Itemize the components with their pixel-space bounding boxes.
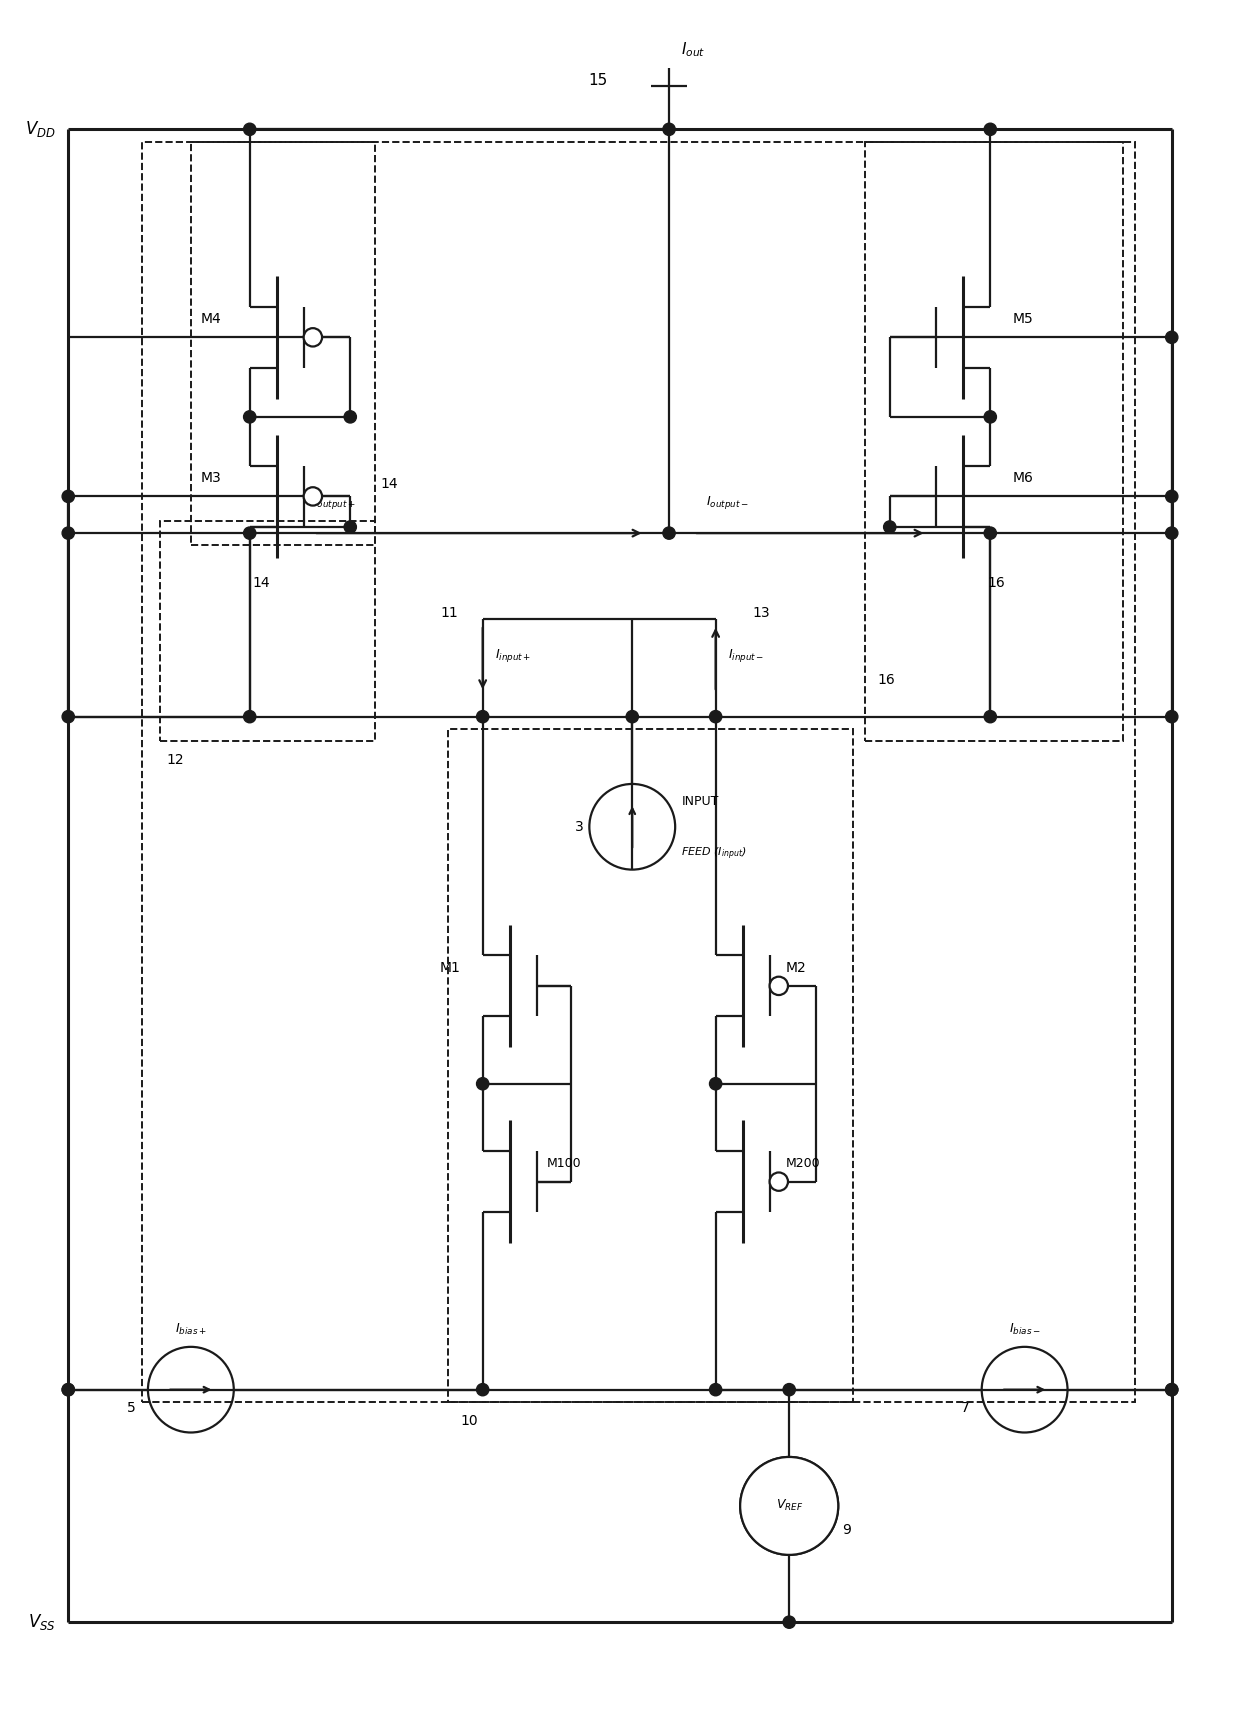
Text: $I_{input-}$: $I_{input-}$ <box>728 648 764 663</box>
Circle shape <box>709 1078 722 1090</box>
Text: $I_{bias+}$: $I_{bias+}$ <box>175 1321 207 1337</box>
Circle shape <box>1166 710 1178 724</box>
Circle shape <box>884 522 895 534</box>
Text: $I_{out}$: $I_{out}$ <box>681 40 706 59</box>
Circle shape <box>62 1383 74 1395</box>
Circle shape <box>985 411 997 423</box>
Circle shape <box>770 977 787 995</box>
Text: 15: 15 <box>589 73 608 88</box>
Circle shape <box>62 710 74 724</box>
Text: 16: 16 <box>988 575 1006 591</box>
Bar <box>449 729 853 1402</box>
Circle shape <box>243 411 255 423</box>
Text: $V_{SS}$: $V_{SS}$ <box>29 1613 56 1632</box>
Text: 7: 7 <box>961 1401 970 1414</box>
Text: M5: M5 <box>1012 313 1033 326</box>
Text: 16: 16 <box>878 674 895 687</box>
Circle shape <box>663 527 675 539</box>
Circle shape <box>345 411 356 423</box>
Bar <box>866 142 1122 741</box>
Circle shape <box>62 527 74 539</box>
Text: M1: M1 <box>440 960 460 974</box>
Circle shape <box>1166 1383 1178 1395</box>
Text: $V_{DD}$: $V_{DD}$ <box>25 119 56 140</box>
Circle shape <box>1166 1383 1178 1395</box>
Circle shape <box>62 490 74 503</box>
Text: 10: 10 <box>460 1414 479 1428</box>
Circle shape <box>1166 527 1178 539</box>
Circle shape <box>784 1616 795 1629</box>
Text: 13: 13 <box>753 606 770 620</box>
Circle shape <box>709 710 722 724</box>
Circle shape <box>304 328 322 347</box>
Text: 9: 9 <box>842 1523 851 1537</box>
Text: $V_{REF}$: $V_{REF}$ <box>775 1499 802 1513</box>
Text: 12: 12 <box>166 753 184 767</box>
Text: FEED ($I_{input}$): FEED ($I_{input}$) <box>681 845 746 862</box>
Circle shape <box>985 710 997 724</box>
Text: 11: 11 <box>440 606 458 620</box>
Text: $I_{output+}$: $I_{output+}$ <box>314 494 356 511</box>
Circle shape <box>304 487 322 506</box>
Circle shape <box>784 1383 795 1395</box>
Circle shape <box>345 522 356 534</box>
Circle shape <box>243 527 255 539</box>
Circle shape <box>985 123 997 135</box>
Circle shape <box>1166 332 1178 344</box>
Circle shape <box>1166 490 1178 503</box>
Circle shape <box>243 710 255 724</box>
Circle shape <box>476 1078 489 1090</box>
Text: M4: M4 <box>201 313 222 326</box>
Text: $V_{REF}$: $V_{REF}$ <box>775 1499 802 1513</box>
Circle shape <box>709 1383 722 1395</box>
Circle shape <box>62 1383 74 1395</box>
Text: M6: M6 <box>1012 471 1033 485</box>
Bar <box>160 522 374 741</box>
Text: M200: M200 <box>785 1157 820 1169</box>
Text: M100: M100 <box>547 1157 582 1169</box>
Circle shape <box>476 710 489 724</box>
Text: $I_{input+}$: $I_{input+}$ <box>495 648 531 663</box>
Circle shape <box>770 1173 787 1192</box>
Text: $I_{output-}$: $I_{output-}$ <box>706 494 749 511</box>
Text: M3: M3 <box>201 471 222 485</box>
Text: M2: M2 <box>785 960 806 974</box>
Circle shape <box>663 123 675 135</box>
Bar <box>191 142 374 546</box>
Text: 14: 14 <box>252 575 270 591</box>
Circle shape <box>243 123 255 135</box>
Circle shape <box>626 710 639 724</box>
Text: $I_{bias-}$: $I_{bias-}$ <box>1009 1321 1040 1337</box>
Bar <box>141 142 1135 1402</box>
Text: 14: 14 <box>381 477 398 490</box>
Text: 5: 5 <box>126 1401 135 1414</box>
Text: INPUT: INPUT <box>681 796 719 808</box>
Circle shape <box>476 1383 489 1395</box>
Text: 3: 3 <box>574 820 583 834</box>
Circle shape <box>740 1458 838 1554</box>
Circle shape <box>985 527 997 539</box>
